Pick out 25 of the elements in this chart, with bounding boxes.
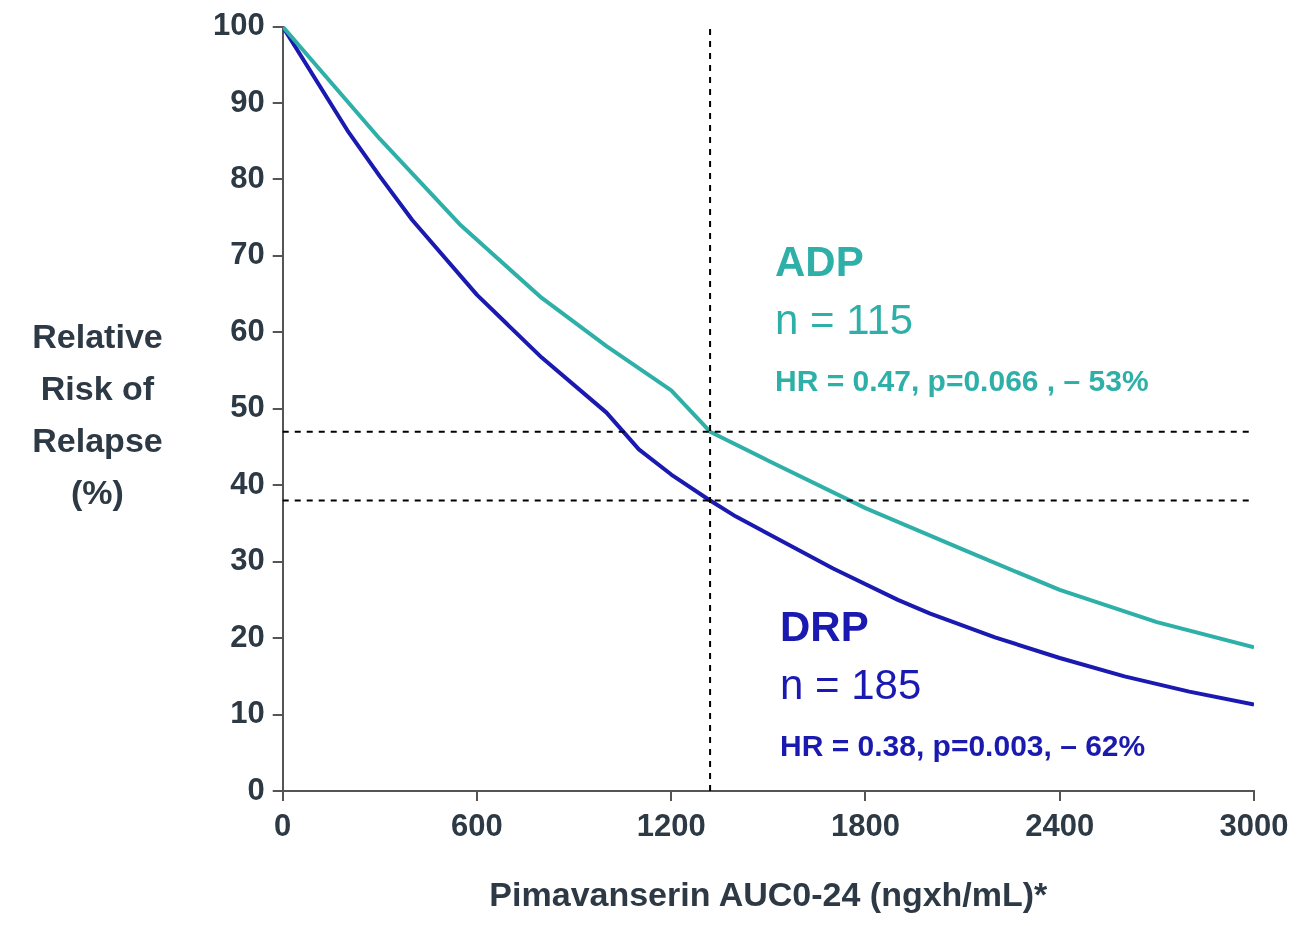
y-tick-label: 10 <box>230 695 265 731</box>
x-tick-label: 1200 <box>636 808 706 844</box>
annotation: HR = 0.47, p=0.066 , – 53% <box>775 364 1149 398</box>
x-tick-label: 3000 <box>1219 808 1289 844</box>
y-tick-label: 100 <box>212 7 265 43</box>
y-tick-label: 30 <box>230 542 265 578</box>
y-axis-title: Relative Risk of Relapse (%) <box>31 316 164 513</box>
x-tick-label: 1800 <box>831 808 900 844</box>
y-tick-label: 20 <box>230 618 265 654</box>
text: ADP <box>775 238 864 286</box>
y-tick-label: 60 <box>230 312 265 348</box>
y-tick-label: 0 <box>247 771 265 807</box>
annotation: n = 185 <box>780 661 922 709</box>
x-axis-title: Pimavanserin AUC0-24 (ngxh/mL)* <box>489 874 1049 913</box>
x-tick-label: 600 <box>451 808 503 844</box>
y-tick-label: 80 <box>230 160 265 196</box>
y-tick-label: 90 <box>230 83 265 119</box>
y-tick-label: 70 <box>230 236 265 272</box>
x-tick-label: 2400 <box>1025 808 1095 844</box>
annotation: n = 115 <box>775 296 914 344</box>
y-tick-label: 40 <box>230 465 265 501</box>
y-tick-label: 50 <box>230 389 265 425</box>
x-tick-label: 0 <box>274 808 292 844</box>
series-label: DRP <box>780 603 869 651</box>
annotation: HR = 0.38, p=0.003, – 62% <box>780 729 1146 763</box>
